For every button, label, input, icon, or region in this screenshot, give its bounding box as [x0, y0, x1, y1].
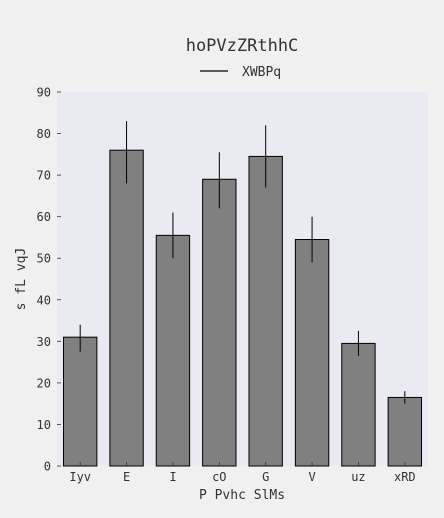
- x-tick-label: G: [262, 470, 269, 484]
- y-tick-label: 40: [37, 293, 51, 307]
- bar: [294, 239, 330, 467]
- y-axis-label: s fL vqJ: [14, 248, 29, 311]
- x-tick-label: V: [308, 470, 315, 484]
- bar: [62, 336, 98, 467]
- y-tick-label: 30: [37, 335, 51, 349]
- x-tick-label: Iyv: [69, 470, 91, 484]
- y-tick-label: 20: [37, 376, 51, 390]
- y-tick-label: 0: [44, 460, 51, 474]
- y-tick-label: 50: [37, 252, 51, 266]
- chart-title: hoPVzZRthhC: [186, 36, 299, 56]
- error-bars: [79, 121, 406, 404]
- x-tick-label: E: [123, 470, 130, 484]
- y-tick-label: 80: [37, 127, 51, 141]
- bar: [341, 342, 376, 467]
- bar: [109, 149, 144, 467]
- x-tick-label: cO: [212, 470, 226, 484]
- x-tick-label: xRD: [394, 470, 416, 484]
- bar: [202, 178, 237, 467]
- x-tick-label: uz: [351, 470, 365, 484]
- legend-entry-label: XWBPq: [242, 65, 281, 80]
- y-axis: 0 10 20 30 40 50 60 70 80 90: [37, 86, 61, 474]
- y-tick-label: 90: [37, 86, 51, 100]
- y-tick-label: 70: [37, 169, 51, 183]
- y-tick-label: 60: [37, 210, 51, 224]
- bar: [387, 396, 423, 467]
- x-tick-label: I: [169, 470, 176, 484]
- legend: XWBPq: [200, 65, 281, 80]
- x-axis-label: P Pvhc SlMs: [199, 488, 285, 503]
- bar: [155, 234, 191, 467]
- y-tick-label: 10: [37, 418, 51, 432]
- bar: [248, 155, 283, 467]
